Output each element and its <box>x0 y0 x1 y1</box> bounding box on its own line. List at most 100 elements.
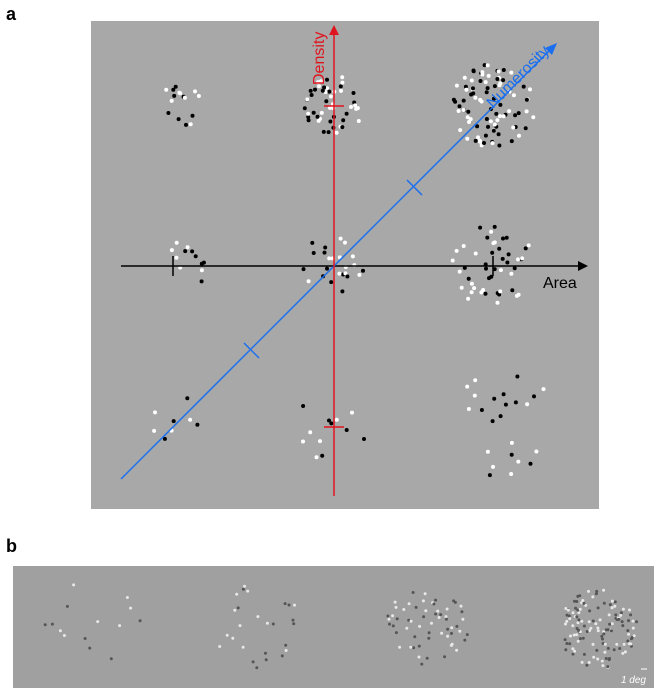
stimulus-dot <box>578 607 582 611</box>
stimulus-dot <box>172 93 177 98</box>
stimulus-dot <box>621 624 625 628</box>
stimulus-dot <box>615 642 619 646</box>
stimulus-dot <box>393 600 397 604</box>
stimulus-dot <box>321 129 326 134</box>
stimulus-dot <box>475 124 480 129</box>
stimulus-dot <box>388 622 391 626</box>
stimulus-dot <box>460 610 464 614</box>
stimulus-dot <box>327 418 331 423</box>
stimulus-dot <box>483 133 488 138</box>
stimulus-dot <box>582 652 586 656</box>
stimulus-dot <box>362 437 366 441</box>
stimulus-dot <box>425 656 429 660</box>
stimulus-dot <box>466 109 471 114</box>
stimulus-dot <box>498 102 503 107</box>
stimulus-dot <box>184 122 188 127</box>
stimulus-dot <box>491 464 495 469</box>
stimulus-dot <box>496 132 501 137</box>
stimulus-dot <box>476 135 480 140</box>
stimulus-dot <box>501 392 506 397</box>
stimulus-dot <box>310 240 315 245</box>
stimulus-dot <box>578 637 582 641</box>
stimulus-dot <box>434 598 438 602</box>
stimulus-dot <box>477 138 482 143</box>
stimulus-dot <box>314 455 319 460</box>
stimulus-dot <box>516 459 521 464</box>
stimulus-dot <box>494 111 499 116</box>
stimulus-dot <box>488 119 493 124</box>
stimulus-dot <box>472 286 477 291</box>
stimulus-dot <box>424 609 428 613</box>
stimulus-dot <box>582 601 586 605</box>
stimulus-dot <box>329 421 334 426</box>
stimulus-dot <box>492 396 497 401</box>
stimulus-dot <box>473 138 478 143</box>
density-axis-label: Density <box>311 32 328 85</box>
stimulus-dot <box>444 615 448 619</box>
stimulus-dot <box>324 99 329 104</box>
panel-b-label: b <box>6 536 17 556</box>
stimulus-dot <box>190 249 195 254</box>
stimulus-dot <box>463 638 467 642</box>
stimulus-dot <box>391 624 395 628</box>
stimulus-dot <box>492 84 497 89</box>
stimulus-dot <box>478 97 483 102</box>
stimulus-dot <box>409 645 413 649</box>
stimulus-dot <box>600 634 604 638</box>
stimulus-dot <box>565 642 569 645</box>
stimulus-dot <box>619 611 623 615</box>
stimulus-dot <box>507 109 512 114</box>
stimulus-dot <box>199 279 204 284</box>
stimulus-dot <box>465 384 470 389</box>
stimulus-dot <box>573 599 576 603</box>
stimulus-dot <box>627 632 631 636</box>
stimulus-dot <box>458 629 462 633</box>
stimulus-dot <box>534 449 539 454</box>
stimulus-dot <box>506 252 511 257</box>
stimulus-dot <box>591 595 595 599</box>
stimulus-dot <box>443 655 447 659</box>
stimulus-dot <box>571 652 575 656</box>
stimulus-dot <box>238 624 242 628</box>
stimulus-dot <box>322 85 327 90</box>
stimulus-dot <box>452 599 456 603</box>
stimulus-dot <box>265 621 269 625</box>
stimulus-dot <box>129 606 133 610</box>
stimulus-dot <box>489 229 494 234</box>
stimulus-dot <box>575 633 579 637</box>
stimulus-dot <box>343 240 347 245</box>
stimulus-dot <box>588 609 592 613</box>
stimulus-dot <box>504 235 509 240</box>
stimulus-dot <box>606 665 610 669</box>
stimulus-dot <box>576 594 580 598</box>
stimulus-dot <box>566 608 570 612</box>
stimulus-dot <box>485 86 490 91</box>
stimulus-dot <box>482 141 486 145</box>
stimulus-dot <box>577 611 581 615</box>
stimulus-dot <box>571 611 575 615</box>
stimulus-dot <box>340 80 345 85</box>
stimulus-dot <box>604 628 608 632</box>
stimulus-dot <box>473 378 478 383</box>
stimulus-dot <box>458 128 463 133</box>
stimulus-dot <box>233 608 237 612</box>
stimulus-dot <box>495 77 500 81</box>
stimulus-dot <box>422 615 426 619</box>
stimulus-dot <box>446 627 450 631</box>
stimulus-dot <box>580 601 584 605</box>
stimulus-dot <box>596 606 600 610</box>
stimulus-dot <box>509 139 514 144</box>
stimulus-dot <box>455 648 459 652</box>
stimulus-dot <box>497 114 502 119</box>
stimulus-dot <box>478 79 483 83</box>
stimulus-dot <box>603 642 607 646</box>
stimulus-dot <box>632 634 636 638</box>
stimulus-dot <box>188 417 193 422</box>
stimulus-dot <box>628 608 631 612</box>
stimulus-dot <box>484 117 489 121</box>
stimulus-dot <box>302 106 307 111</box>
stimulus-dot <box>301 439 305 444</box>
stimulus-dot <box>528 461 533 466</box>
stimulus-dot <box>601 664 605 668</box>
stimulus-dot <box>322 250 327 255</box>
